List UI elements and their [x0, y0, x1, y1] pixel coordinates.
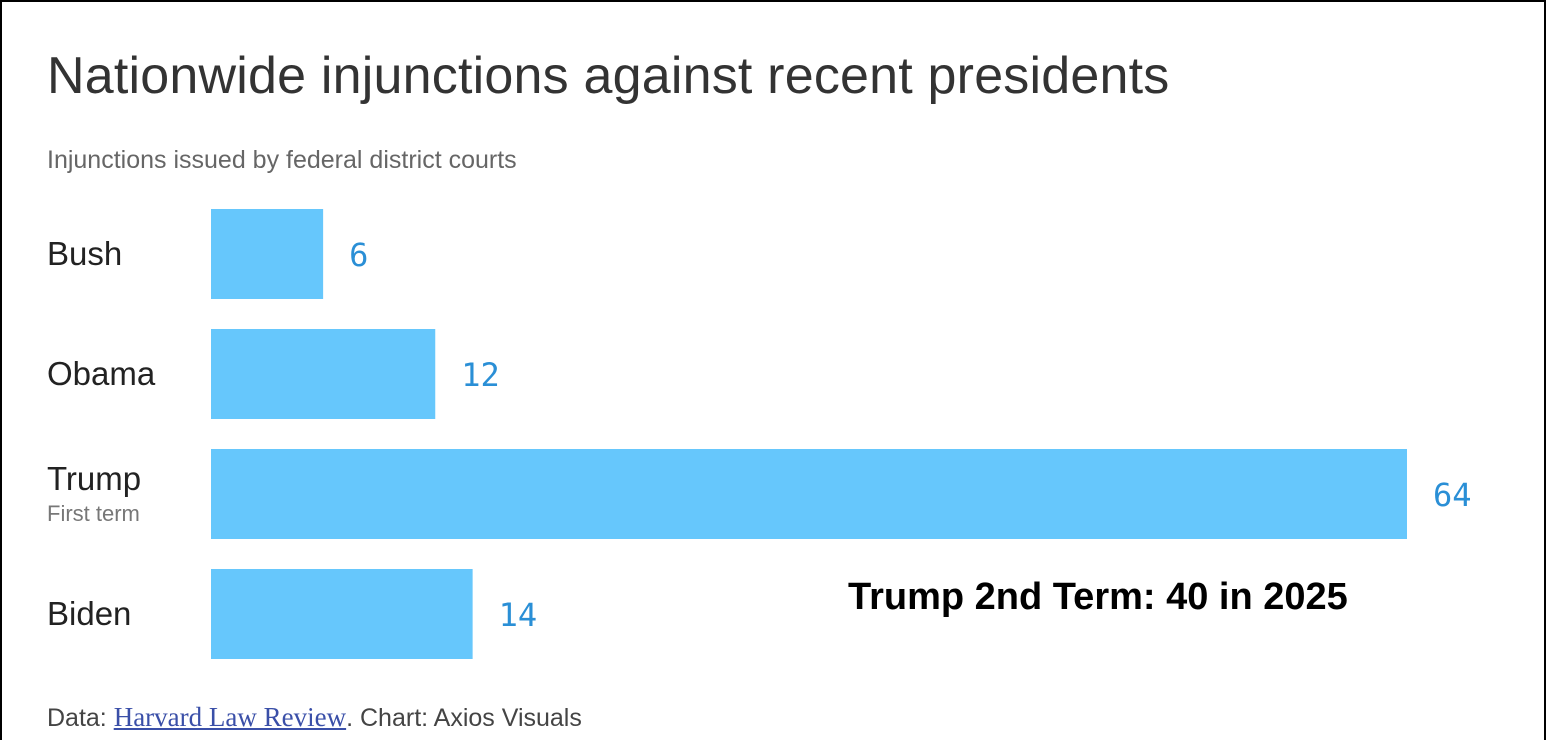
value-label: 6 [349, 236, 368, 274]
category-label: Obama [47, 355, 156, 392]
bar-biden [211, 569, 473, 659]
value-label: 12 [461, 356, 500, 394]
chart-title: Nationwide injunctions against recent pr… [47, 47, 1170, 105]
value-label: 14 [499, 596, 538, 634]
category-label: Trump [47, 460, 141, 497]
category-label: Bush [47, 235, 122, 272]
bar-obama [211, 329, 436, 419]
chart-subtitle: Injunctions issued by federal district c… [47, 146, 517, 174]
source-link[interactable]: Harvard Law Review [113, 702, 347, 732]
footer-data-prefix: Data: [47, 704, 114, 732]
bar-bush [211, 209, 324, 299]
value-label: 64 [1433, 476, 1472, 514]
footer-chart-credit: . Chart: Axios Visuals [346, 704, 582, 732]
category-label: Biden [47, 595, 131, 632]
chart-annotation: Trump 2nd Term: 40 in 2025 [848, 576, 1348, 618]
category-sublabel: First term [47, 501, 140, 526]
bar-trump [211, 449, 1407, 539]
chart-footer: Data: Harvard Law Review. Chart: Axios V… [47, 702, 582, 733]
